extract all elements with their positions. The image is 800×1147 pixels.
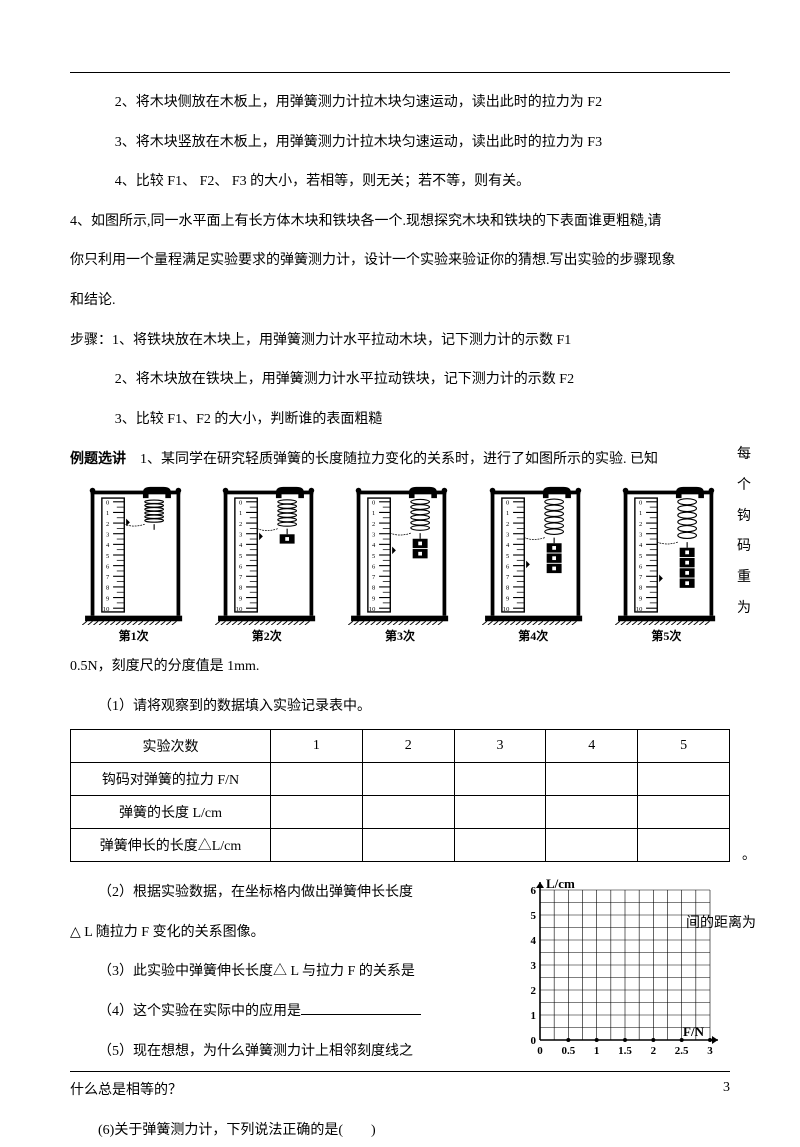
svg-text:2: 2 [239, 521, 242, 528]
svg-text:5: 5 [106, 553, 109, 560]
ruler-diagram: 012345678910第3次 [336, 485, 463, 644]
svg-text:5: 5 [531, 910, 537, 922]
q4-line1: 4、如图所示,同一水平面上有长方体木块和铁块各一个.现想探究木块和铁块的下表面谁… [70, 205, 730, 239]
svg-text:10: 10 [636, 606, 643, 613]
example-heading: 例题选讲 1、某同学在研究轻质弹簧的长度随拉力变化的关系时，进行了如图所示的实验… [70, 442, 730, 477]
svg-text:6: 6 [531, 885, 537, 897]
subq6: (6)关于弹簧测力计，下列说法正确的是( ) [70, 1114, 500, 1147]
subq3: （3）此实验中弹簧伸长长度△ L 与拉力 F 的关系是 [70, 955, 500, 989]
svg-text:5: 5 [639, 553, 642, 560]
subq1: （1）请将观察到的数据填入实验记录表中。 [70, 690, 730, 724]
after-rulers: 0.5N，刻度尺的分度值是 1mm. [70, 650, 730, 684]
subq2a: （2）根据实验数据，在坐标格内做出弹簧伸长长度 [70, 876, 500, 910]
svg-text:1: 1 [639, 510, 642, 517]
subq5b-end: 间的距离为 [686, 912, 756, 932]
svg-text:L/cm: L/cm [546, 876, 575, 891]
lf-graph: 0 1 2 3 4 5 6 0 0.5 1 1.5 2 2.5 3 L/cm F/N [510, 870, 730, 1070]
svg-text:3: 3 [106, 531, 109, 538]
svg-text:1: 1 [372, 510, 375, 517]
svg-text:5: 5 [239, 553, 242, 560]
svg-text:2: 2 [106, 521, 109, 528]
table-row: 弹簧的长度 L/cm [71, 796, 730, 829]
step-a4: 4、比较 F1、 F2、 F3 的大小，若相等，则无关；若不等，则有关。 [70, 165, 730, 199]
svg-text:5: 5 [506, 553, 509, 560]
example-q1: 1、某同学在研究轻质弹簧的长度随拉力变化的关系时，进行了如图所示的实验. 已知 [140, 452, 658, 467]
steps-b3: 3、比较 F1、F2 的大小，判断谁的表面粗糙 [70, 403, 730, 437]
example-label: 例题选讲 [70, 450, 126, 466]
subq2b: △ L 随拉力 F 变化的关系图像。 [70, 916, 500, 950]
steps-b2: 2、将木块放在铁块上，用弹簧测力计水平拉动铁块，记下测力计的示数 F2 [70, 363, 730, 397]
data-table: 实验次数 1 2 3 4 5 钩码对弹簧的拉力 F/N 弹簧的长度 L/cm 弹… [70, 729, 730, 862]
svg-text:2: 2 [639, 521, 642, 528]
svg-text:9: 9 [372, 595, 375, 602]
ruler-diagram: 012345678910第2次 [203, 485, 330, 644]
svg-text:2: 2 [651, 1045, 657, 1057]
subq5c: 什么总是相等的？ [70, 1074, 500, 1108]
svg-text:0: 0 [531, 1035, 537, 1047]
svg-text:3: 3 [372, 531, 375, 538]
svg-text:1: 1 [239, 510, 242, 517]
svg-text:3: 3 [707, 1045, 713, 1057]
header-rule [70, 72, 730, 73]
page-number: 3 [723, 1080, 730, 1096]
svg-text:2.5: 2.5 [675, 1045, 689, 1057]
svg-text:3: 3 [639, 531, 642, 538]
side-annotation: 每个 钩码 重为 [732, 440, 756, 625]
svg-text:2: 2 [531, 985, 537, 997]
svg-text:1: 1 [506, 510, 509, 517]
q4-line3: 和结论. [70, 284, 730, 318]
table-row: 钩码对弹簧的拉力 F/N [71, 763, 730, 796]
ruler-label: 第5次 [651, 627, 681, 644]
ruler-label: 第2次 [252, 627, 282, 644]
svg-text:9: 9 [506, 595, 509, 602]
questions-and-graph: （2）根据实验数据，在坐标格内做出弹簧伸长长度 △ L 随拉力 F 变化的关系图… [70, 870, 730, 1147]
svg-text:10: 10 [502, 606, 509, 613]
svg-text:1: 1 [106, 510, 109, 517]
ruler-label: 第3次 [385, 627, 415, 644]
ruler-diagram: 012345678910第5次 [603, 485, 730, 644]
footer-rule [70, 1071, 730, 1072]
ruler-label: 第1次 [119, 627, 149, 644]
svg-text:1.5: 1.5 [618, 1045, 632, 1057]
svg-text:0: 0 [537, 1045, 543, 1057]
ruler-diagram: 012345678910第1次 [70, 485, 197, 644]
subq3-end: 。 [742, 844, 756, 864]
svg-text:3: 3 [239, 531, 242, 538]
svg-text:2: 2 [372, 521, 375, 528]
graph-container: 0 1 2 3 4 5 6 0 0.5 1 1.5 2 2.5 3 L/cm F/N [510, 870, 730, 1075]
svg-text:4: 4 [531, 935, 537, 947]
svg-text:9: 9 [106, 595, 109, 602]
subq4: （4）这个实验在实际中的应用是 [70, 995, 500, 1029]
svg-text:1: 1 [531, 1010, 537, 1022]
ruler-label: 第4次 [518, 627, 548, 644]
ruler-diagram: 012345678910第4次 [470, 485, 597, 644]
svg-text:10: 10 [236, 606, 243, 613]
steps-b-header: 步骤：1、将铁块放在木块上，用弹簧测力计水平拉动木块，记下测力计的示数 F1 [70, 324, 730, 358]
svg-text:F/N: F/N [683, 1024, 705, 1039]
svg-text:10: 10 [103, 606, 110, 613]
svg-text:1: 1 [594, 1045, 600, 1057]
step-a2: 2、将木块侧放在木板上，用弹簧测力计拉木块匀速运动，读出此时的拉力为 F2 [70, 86, 730, 120]
svg-text:9: 9 [239, 595, 242, 602]
table-row: 实验次数 1 2 3 4 5 [71, 730, 730, 763]
svg-text:3: 3 [531, 960, 537, 972]
svg-text:2: 2 [506, 521, 509, 528]
subq5a: （5）现在想想，为什么弹簧测力计上相邻刻度线之 [70, 1035, 500, 1069]
q4-line2: 你只利用一个量程满足实验要求的弹簧测力计，设计一个实验来验证你的猜想.写出实验的… [70, 244, 730, 278]
svg-text:3: 3 [506, 531, 509, 538]
ruler-diagrams: 012345678910第1次012345678910第2次0123456789… [70, 485, 730, 644]
questions-left: （2）根据实验数据，在坐标格内做出弹簧伸长长度 △ L 随拉力 F 变化的关系图… [70, 870, 500, 1147]
svg-text:5: 5 [372, 553, 375, 560]
svg-text:0.5: 0.5 [561, 1045, 575, 1057]
table-header: 实验次数 [71, 730, 271, 763]
step-a3: 3、将木块竖放在木板上，用弹簧测力计拉木块匀速运动，读出此时的拉力为 F3 [70, 126, 730, 160]
svg-text:9: 9 [639, 595, 642, 602]
svg-text:10: 10 [369, 606, 376, 613]
table-row: 弹簧伸长的长度△L/cm [71, 829, 730, 862]
